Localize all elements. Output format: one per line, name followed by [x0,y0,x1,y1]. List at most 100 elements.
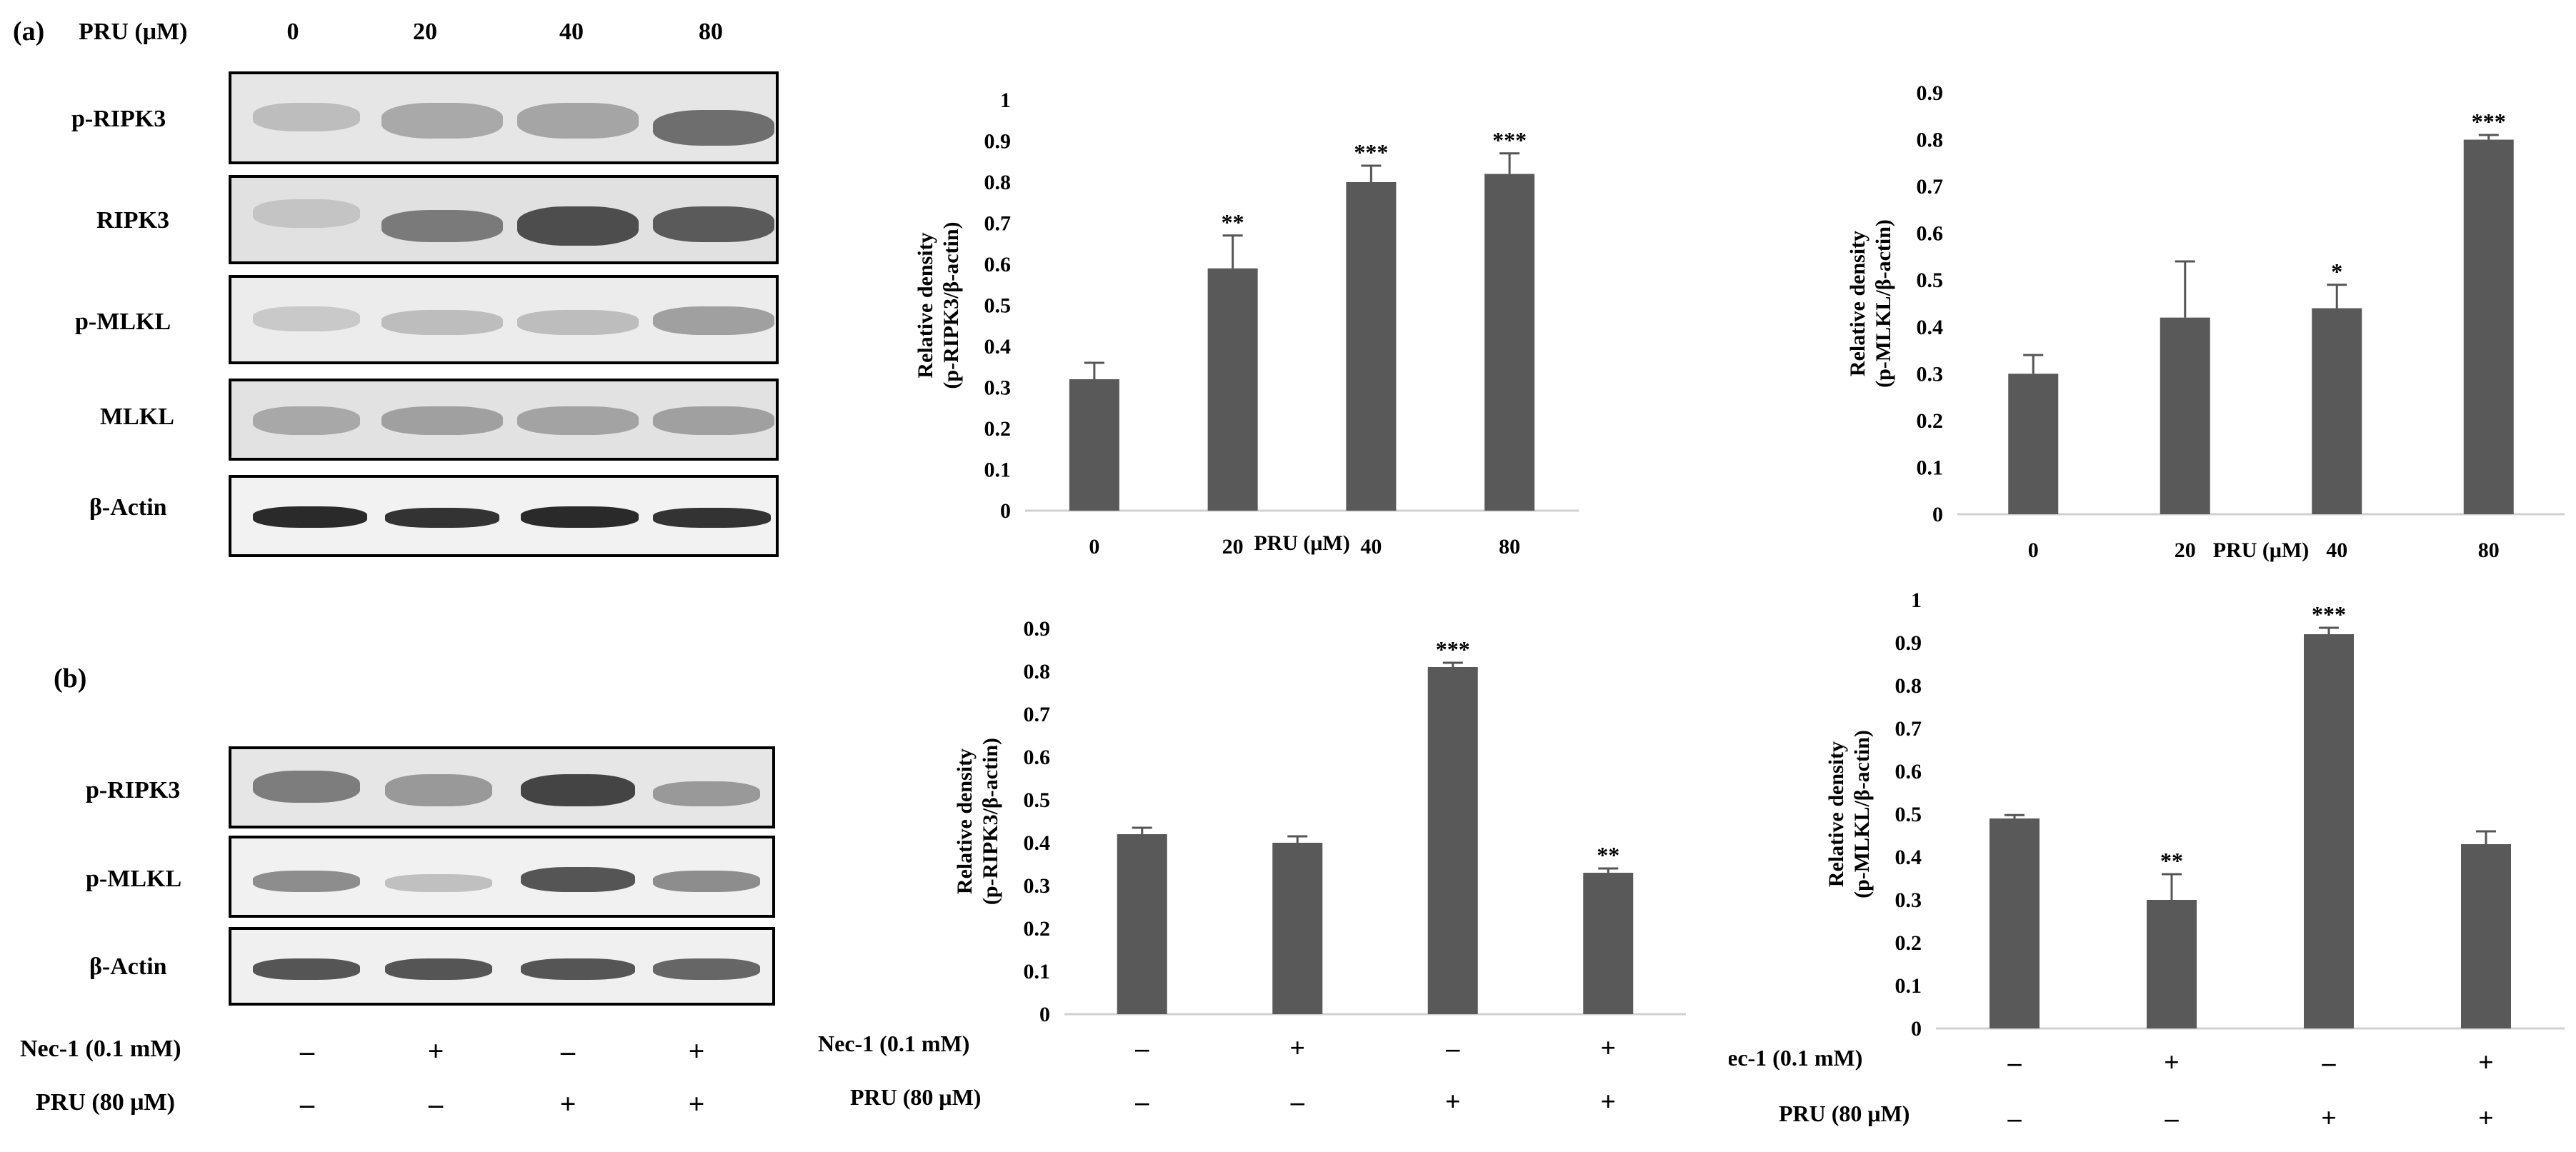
y-tick-label: 0.9 [1024,617,1051,641]
significance-label: ** [2160,848,2183,873]
x-tick-label: 40 [1360,535,1382,559]
y-tick-label: 0.3 [984,376,1012,400]
y-tick-label: 0.1 [1024,960,1051,983]
band [381,210,503,242]
bar [1069,379,1119,511]
lane-header-80: 80 [699,19,723,45]
band [653,871,760,892]
band [381,103,503,139]
y-axis-label: Relative density [953,748,977,894]
band [385,774,492,806]
nec1-sign: + [2164,1048,2180,1078]
y-tick-label: 0.2 [984,417,1012,441]
y-tick-label: 0.8 [984,171,1012,194]
y-axis-label: (p-MLKL/β-actin) [1850,730,1874,898]
y-tick-label: 0.4 [984,335,1012,359]
pru-sign: + [2478,1103,2494,1133]
nec1-sign: + [1289,1033,1305,1063]
band [653,110,774,146]
pru-sign: – [1290,1087,1305,1117]
y-tick-label: 0.5 [1024,788,1051,812]
y-tick-label: 0.5 [1895,803,1922,826]
band [381,310,503,335]
band [381,406,503,435]
band [385,874,492,892]
significance-label: *** [1354,139,1388,165]
pru-sign: + [2321,1103,2337,1133]
y-tick-label: 0.2 [1024,917,1051,941]
panel-a-label: (a) [13,16,45,46]
nec1-sign: + [688,1035,705,1067]
y-tick-label: 0.4 [1895,846,1922,869]
bar [2008,374,2059,514]
pru-sign: + [559,1088,576,1120]
x-tick-label: 80 [1499,535,1520,559]
panel-a-header-label: PRU (μM) [79,19,188,45]
blot-b-p-ripk3 [229,746,775,828]
chart-a-p-ripk3: 0 0.1 0.2 0.3 0.4 0.5 0.6 0.7 0.8 0.9 1 Relative de… [914,89,1579,559]
y-tick-label: 0.7 [1895,717,1922,741]
band [385,508,499,528]
band [517,206,639,246]
y-tick-label: 0.5 [984,294,1012,318]
y-tick-label: 0 [1039,1003,1050,1026]
significance-label: *** [1436,636,1470,662]
bar [1990,818,2040,1028]
lane-header-0: 0 [286,19,299,45]
y-tick-label: 0.6 [984,253,1012,276]
band [653,781,760,806]
y-tick-label: 1 [1000,89,1011,112]
band [653,406,774,435]
band [521,958,635,980]
y-axis-label: Relative density [1824,741,1848,887]
blot-label-p-ripk3: p-RIPK3 [71,106,166,132]
blot-label-b-beta-actin: β-Actin [89,953,167,980]
nec1-sign: – [2007,1048,2022,1078]
y-axis-label: Relative density [1846,231,1869,376]
blot-b-p-mlkl [229,836,775,918]
blot-label-ripk3: RIPK3 [96,207,169,234]
x-tick-label: 80 [2478,539,2500,562]
y-tick-label: 0.3 [1895,888,1922,912]
band [517,103,639,139]
pru-sign: – [429,1088,443,1120]
y-tick-label: 1 [1911,588,1922,612]
band [521,506,639,528]
y-tick-label: 0.1 [1917,456,1944,479]
y-tick-label: 0.4 [1917,316,1944,339]
blot-beta-actin [229,475,779,557]
y-tick-label: 0.6 [1024,746,1051,769]
nec1-sign: – [1134,1033,1149,1063]
nec1-sign: – [561,1035,575,1067]
y-tick-label: 0.7 [1024,703,1051,726]
band [253,103,360,131]
blot-label-mlkl: MLKL [100,404,174,430]
bar [1583,873,1634,1014]
y-tick-label: 0.3 [1024,874,1051,898]
nec1-label: Nec-1 (0.1 mM) [1729,1045,1862,1071]
blot-label-beta-actin: β-Actin [89,494,167,521]
y-tick-label: 0.4 [1024,831,1051,855]
x-axis-label: PRU (μM) [2213,539,2309,562]
y-tick-label: 0 [1932,503,1943,526]
bar [2160,317,2210,514]
bar [1484,174,1535,511]
significance-label: ** [1222,209,1244,235]
band [253,306,360,331]
band [253,958,360,980]
bar [1117,834,1167,1014]
bar [1272,843,1323,1014]
panel-b-label: (b) [54,663,87,693]
significance-label: *** [2312,601,2346,627]
significance-label: ** [1597,842,1619,868]
pru-sign: – [1134,1087,1149,1117]
band [253,771,360,803]
chart-a-p-mlkl: 0 0.1 0.2 0.3 0.4 0.5 0.6 0.7 0.8 0.9 Relative den… [1846,81,2565,562]
x-tick-label: 0 [2028,539,2039,562]
significance-label: * [2331,259,2342,284]
y-tick-label: 0.8 [1917,129,1944,152]
blot-label-b-p-mlkl: p-MLKL [86,866,182,892]
y-axis-label: Relative density [914,232,937,378]
band [653,306,774,335]
y-tick-label: 0.3 [1917,362,1944,386]
